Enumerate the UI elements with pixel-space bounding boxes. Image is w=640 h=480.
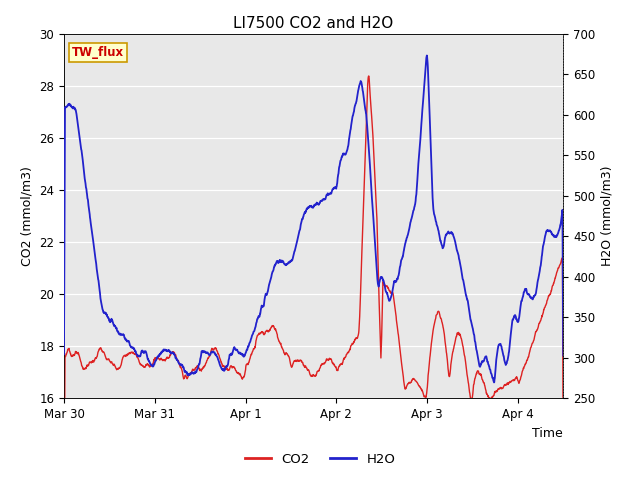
Y-axis label: CO2 (mmol/m3): CO2 (mmol/m3) <box>20 166 34 266</box>
Legend: CO2, H2O: CO2, H2O <box>239 447 401 471</box>
Y-axis label: H2O (mmol/m3): H2O (mmol/m3) <box>601 166 614 266</box>
Title: LI7500 CO2 and H2O: LI7500 CO2 and H2O <box>234 16 394 31</box>
X-axis label: Time: Time <box>532 427 563 440</box>
Text: TW_flux: TW_flux <box>72 47 124 60</box>
